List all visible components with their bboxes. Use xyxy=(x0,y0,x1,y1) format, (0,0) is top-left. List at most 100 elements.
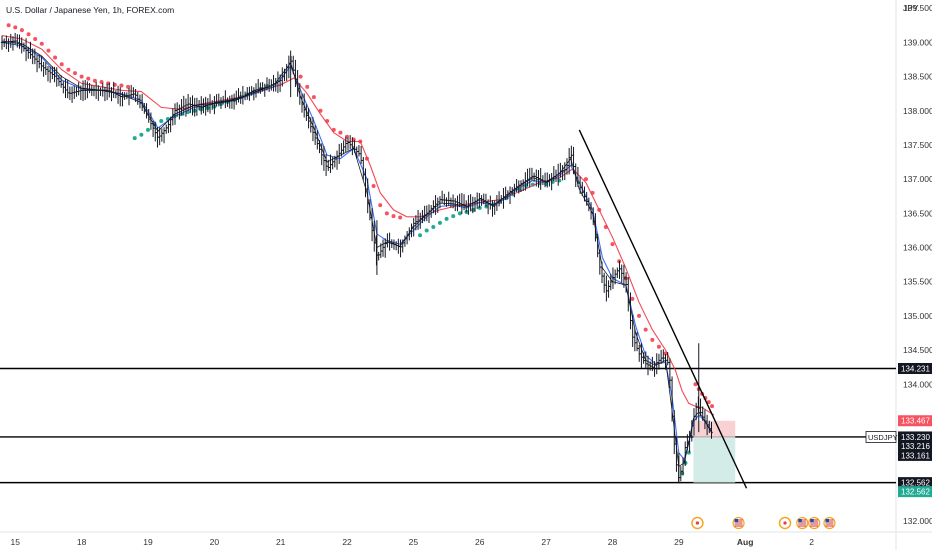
us-flag-stripe xyxy=(825,519,834,521)
us-flag-canton xyxy=(734,519,739,523)
y-tick-label: 136.000 xyxy=(903,243,932,253)
x-tick-label: 15 xyxy=(11,537,21,547)
psar-dot xyxy=(384,211,389,216)
psar-dot xyxy=(145,127,150,132)
price-label: 132.562 xyxy=(901,488,930,497)
psar-dot xyxy=(92,78,97,83)
horizontal-lines[interactable] xyxy=(0,367,896,484)
x-tick-label: 19 xyxy=(143,537,153,547)
earnings-icon-dot xyxy=(695,521,700,525)
us-flag-stripe xyxy=(798,521,807,523)
us-flag-canton xyxy=(810,519,814,523)
psar-dot xyxy=(418,233,423,238)
y-tick-label: 138.000 xyxy=(903,106,932,116)
price-label: 133.161 xyxy=(901,451,930,460)
psar-dot xyxy=(132,136,137,141)
psar-dot xyxy=(66,67,71,72)
psar-dot xyxy=(119,83,124,88)
x-tick-label: 26 xyxy=(475,537,485,547)
us-flag-stripe xyxy=(810,519,819,521)
y-tick-label: 139.000 xyxy=(903,37,932,47)
price-label-bg xyxy=(898,449,932,461)
symbol-tag xyxy=(865,431,897,443)
y-tick-label: 137.000 xyxy=(903,174,932,184)
position-stop-zone xyxy=(693,420,736,437)
y-tick-label: 137.500 xyxy=(903,140,932,150)
psar-dot xyxy=(610,242,615,247)
ema-line xyxy=(1,35,715,416)
psar-dot xyxy=(650,337,655,342)
psar-dot xyxy=(59,62,64,67)
psar-dot xyxy=(451,214,456,219)
y-tick-label: 134.000 xyxy=(903,379,932,389)
x-tick-label: 18 xyxy=(77,537,87,547)
event-markers[interactable] xyxy=(691,516,836,530)
trendline[interactable] xyxy=(578,129,748,489)
x-tick-label: 28 xyxy=(608,537,618,547)
psar-dot xyxy=(53,55,58,60)
psar-dot xyxy=(305,84,310,89)
psar-dot xyxy=(477,205,482,210)
psar-dot xyxy=(437,220,442,225)
psar-dot xyxy=(637,313,642,318)
y-tick-label: 136.500 xyxy=(903,208,932,218)
psar-dot xyxy=(656,344,661,349)
us-flag-stripe xyxy=(810,523,819,525)
us-flag-stripe xyxy=(798,525,807,527)
us-flag-stripe xyxy=(798,523,807,525)
x-axis[interactable]: 15 18 19 20 21 22 25 26 27 28 29 Aug 2 xyxy=(11,537,815,547)
psar-dot xyxy=(72,71,77,76)
psar-dot xyxy=(583,177,588,182)
position-box[interactable] xyxy=(693,420,736,483)
price-label: 133.230 xyxy=(901,433,930,442)
price-label: 133.467 xyxy=(901,417,930,426)
psar-dot xyxy=(6,23,11,28)
psar-dot xyxy=(371,183,376,188)
price-label-bg xyxy=(898,431,932,443)
x-tick-label: 29 xyxy=(674,537,684,547)
earnings-icon-dot xyxy=(783,521,787,525)
us-flag-stripe xyxy=(825,525,834,527)
us-flag-stripe xyxy=(734,523,743,525)
psar-dot xyxy=(33,36,38,41)
price-label-bg xyxy=(898,477,932,489)
us-flag-stripe xyxy=(798,519,807,521)
psar-dot xyxy=(686,450,691,455)
x-tick-label: 21 xyxy=(276,537,286,547)
us-flag-canton xyxy=(825,519,829,523)
y-tick-label: 138.500 xyxy=(903,72,932,82)
psar-dot xyxy=(298,74,303,79)
trendline-segment xyxy=(578,129,748,489)
psar-dot xyxy=(378,203,383,208)
price-label: 133.216 xyxy=(901,442,930,451)
psar-dot xyxy=(391,214,396,219)
y-tick-label: 132.000 xyxy=(903,516,932,526)
psar-dot xyxy=(79,74,84,79)
y-tick-label: 135.000 xyxy=(903,311,932,321)
psar-dot xyxy=(630,296,635,301)
us-flag-stripe xyxy=(825,523,834,525)
price-label-bg xyxy=(898,440,932,452)
us-flag-stripe xyxy=(734,525,743,527)
us-flag-stripe xyxy=(810,525,819,527)
x-tick-label: 25 xyxy=(409,537,419,547)
psar-dot xyxy=(693,382,698,387)
us-flag-stripe xyxy=(810,521,819,523)
price-label: 132.562 xyxy=(901,479,930,488)
y-tick-label: 134.500 xyxy=(903,345,932,355)
psar-dot xyxy=(444,216,449,221)
price-label: 134.231 xyxy=(901,365,930,374)
y-tick-label: 139.500 xyxy=(903,3,932,13)
position-target-zone xyxy=(693,436,736,483)
psar-dot xyxy=(39,41,44,46)
psar-dot xyxy=(126,84,131,89)
symbol-tag-label: USDJPY xyxy=(868,433,898,442)
y-axis[interactable]: 132.000132.500133.000133.500134.000134.5… xyxy=(865,3,932,526)
price-label-bg xyxy=(898,486,932,498)
psar-dot xyxy=(311,95,316,100)
psar-dot xyxy=(338,130,343,135)
psar-dot xyxy=(13,25,18,30)
psar-dot xyxy=(26,32,31,37)
